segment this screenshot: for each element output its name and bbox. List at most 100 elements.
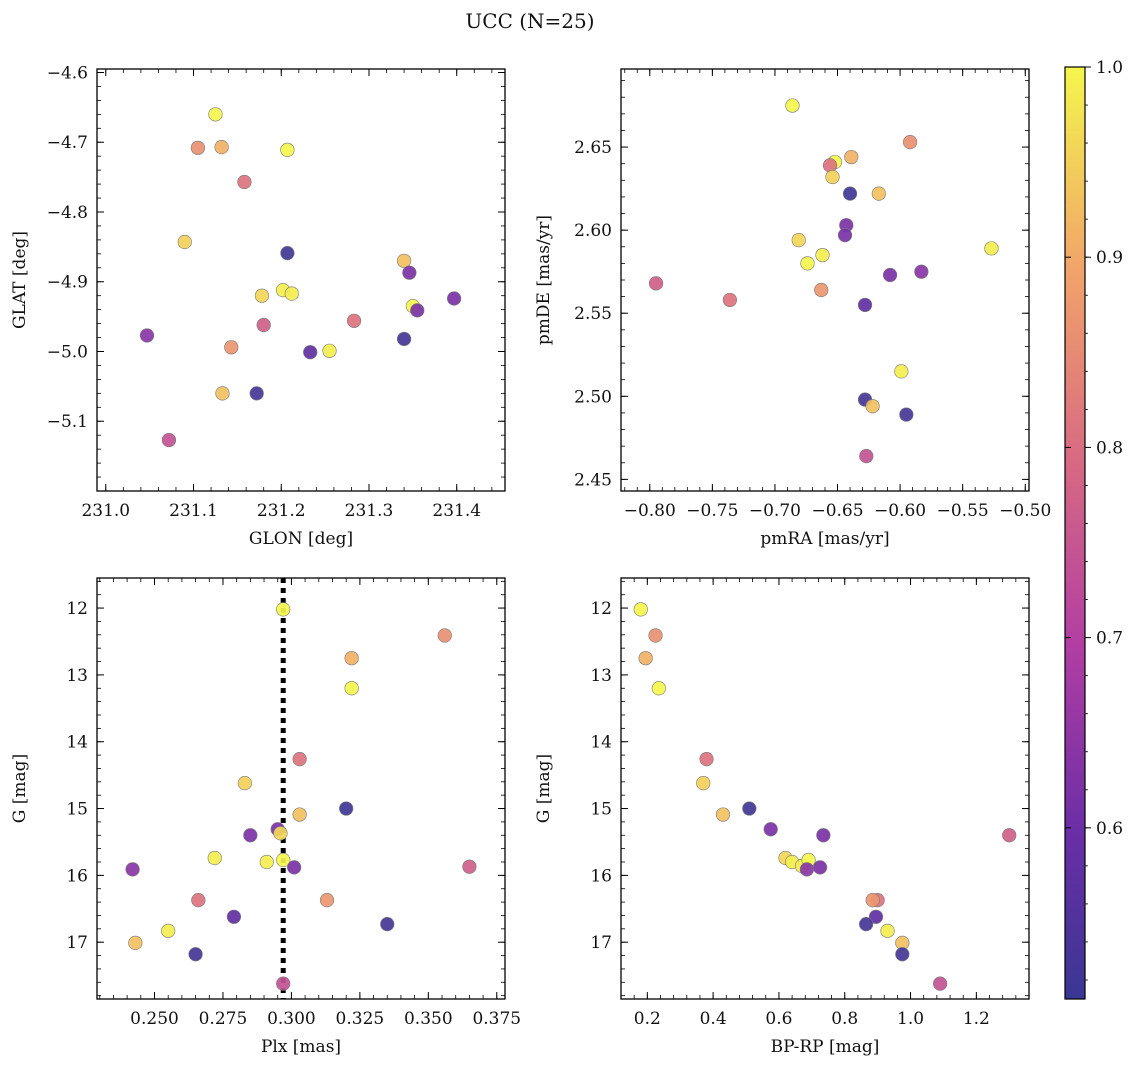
data-point	[303, 345, 318, 360]
colorbar-ticks: 1.0 0.9 0.8 0.7 0.6	[1065, 58, 1123, 981]
data-point	[259, 854, 274, 870]
data-point	[822, 158, 838, 173]
x-tick-label: 0.275	[199, 1009, 248, 1029]
y-axis-label: G [mag]	[10, 754, 30, 823]
data-point	[292, 807, 307, 822]
data-point	[825, 169, 840, 185]
data-point	[346, 313, 362, 328]
data-point	[215, 386, 230, 401]
y-tick-label: 2.60	[574, 221, 612, 241]
data-point	[882, 267, 898, 283]
y-tick-label: 2.65	[574, 138, 612, 158]
data-point	[816, 828, 831, 843]
y-axis-label: G [mag]	[534, 754, 554, 823]
data-point	[287, 860, 302, 875]
plot-frame	[620, 68, 1030, 492]
colorbar-gradient	[1064, 66, 1086, 1000]
data-point	[177, 234, 192, 250]
data-point	[842, 186, 858, 201]
data-point	[125, 862, 140, 877]
y-tick-label: 16	[590, 866, 612, 886]
x-tick-label: −0.55	[937, 501, 989, 521]
data-point	[344, 681, 359, 696]
x-tick-label: 231.4	[432, 501, 481, 521]
y-tick-label: 2.45	[574, 470, 612, 490]
data-point	[254, 288, 270, 303]
x-tick-label: 0.350	[404, 1009, 453, 1029]
data-point	[437, 628, 452, 643]
data-point	[319, 892, 335, 908]
x-tick-label: 231.1	[169, 501, 218, 521]
plot-frame	[620, 577, 1030, 1000]
y-tick-label: −4.6	[47, 63, 88, 83]
y-tick-label: 2.55	[574, 304, 612, 324]
y-tick-label: −4.8	[47, 203, 88, 223]
y-tick-label: −4.9	[47, 273, 88, 293]
data-point	[128, 935, 143, 950]
data-point	[139, 328, 155, 343]
data-point	[380, 917, 395, 932]
x-tick-label: 0.6	[765, 1009, 792, 1029]
y-tick-label: 17	[66, 933, 88, 953]
y-tick-label: −5.0	[47, 342, 88, 362]
x-tick-label: 0.300	[267, 1009, 316, 1029]
y-tick-label: 12	[590, 599, 612, 619]
data-point	[292, 751, 307, 767]
colorbar: 1.0 0.9 0.8 0.7 0.6	[1064, 58, 1123, 1000]
panel-glon-glat: 231.0 231.1 231.2 231.3 231.4 −4.6 −4.7 −4.8 −4.…	[10, 63, 506, 549]
data-point	[633, 602, 648, 617]
data-point	[763, 822, 778, 837]
x-tick-label: 0.325	[336, 1009, 385, 1029]
data-point	[871, 186, 886, 201]
data-point	[237, 174, 252, 190]
y-tick-label: 13	[66, 666, 88, 686]
data-point	[208, 107, 223, 122]
data-point	[859, 449, 874, 464]
y-tick-label: −5.1	[47, 412, 88, 432]
x-tick-label: 0.375	[472, 1009, 521, 1029]
data-point	[899, 407, 914, 422]
y-tick-label: 13	[590, 666, 612, 686]
data-point	[188, 947, 203, 962]
data-point	[815, 247, 830, 263]
data-point	[249, 386, 264, 401]
data-point	[722, 292, 737, 308]
data-point	[837, 228, 853, 243]
data-point	[933, 976, 948, 991]
x-tick-label: −0.70	[749, 501, 801, 521]
data-point	[339, 801, 354, 816]
y-tick-label: 15	[590, 800, 612, 820]
y-tick-label: 14	[66, 733, 88, 753]
data-point	[814, 282, 829, 298]
data-point	[648, 276, 664, 291]
panel-bprp-g: 0.2 0.4 0.6 0.8 1.0 1.2 12 13 14 15 16 17 BP-RP [mag…	[534, 577, 1030, 1057]
data-point	[857, 297, 873, 313]
data-point	[284, 286, 299, 301]
data-point	[865, 892, 880, 908]
y-tick-label: −4.7	[47, 133, 88, 153]
data-point	[322, 343, 337, 358]
y-tick-label: 14	[590, 733, 612, 753]
data-point	[410, 303, 425, 318]
y-tick-label: 15	[66, 800, 88, 820]
data-point	[280, 246, 295, 261]
data-point	[161, 432, 177, 448]
colorbar-tick-label: 0.8	[1096, 438, 1123, 458]
data-point	[742, 801, 757, 816]
plot-frame	[96, 577, 506, 1000]
y-tick-label: 17	[590, 933, 612, 953]
data-point	[214, 140, 229, 155]
data-point	[161, 923, 176, 938]
data-point	[1002, 828, 1017, 843]
data-point	[791, 233, 806, 248]
x-axis-label: pmRA [mas/yr]	[760, 529, 889, 549]
data-point	[462, 859, 477, 874]
plot-frame	[96, 68, 506, 492]
x-tick-label: 1.2	[963, 1009, 990, 1029]
data-point	[224, 340, 239, 355]
data-point	[785, 98, 800, 113]
data-point	[273, 826, 288, 841]
data-point	[276, 976, 291, 991]
data-point	[207, 850, 222, 866]
